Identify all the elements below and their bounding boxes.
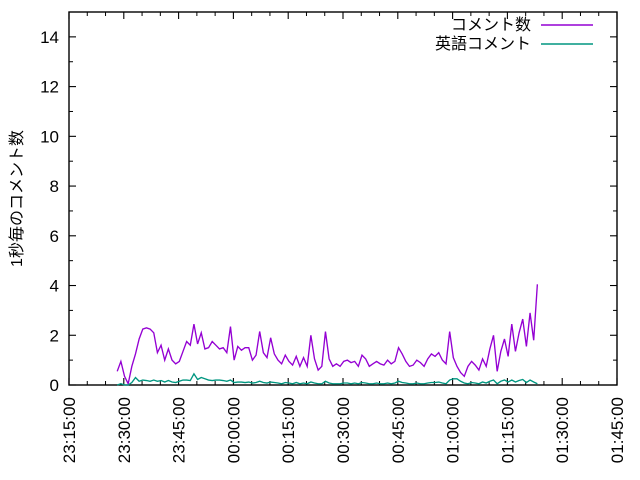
x-tick-label: 23:45:00 [170,397,189,463]
x-tick-label: 01:00:00 [444,397,463,463]
y-tick-label: 0 [50,376,59,395]
x-tick-label: 00:00:00 [224,397,243,463]
y-tick-label: 14 [40,28,59,47]
x-axis: 23:15:00 23:30:00 23:45:00 00:00:00 00:15:00… [60,12,627,463]
x-tick-label: 01:15:00 [498,397,517,463]
legend-label-1: コメント数 [451,16,531,34]
y-tick-label: 10 [40,127,59,146]
x-tick-label: 01:30:00 [553,397,572,463]
legend-label-2: 英語コメント [435,35,531,53]
x-tick-label: 00:45:00 [389,397,408,463]
y-tick-label: 12 [40,78,59,97]
x-tick-label: 00:30:00 [334,397,353,463]
y-tick-label: 4 [50,277,59,296]
series-line-2 [117,372,538,386]
y-axis-title: 1秒毎のコメント数 [8,130,26,267]
x-tick-label: 00:15:00 [279,397,298,463]
y-axis: 0 2 4 6 8 10 12 14 [40,11,617,395]
y-tick-label: 6 [50,227,59,246]
y-tick-label: 8 [50,177,59,196]
x-tick-label: 23:15:00 [60,397,79,463]
series-line-1 [116,284,539,386]
x-tick-label: 01:45:00 [608,397,627,463]
x-tick-label: 23:30:00 [115,397,134,463]
y-tick-label: 2 [50,326,59,345]
